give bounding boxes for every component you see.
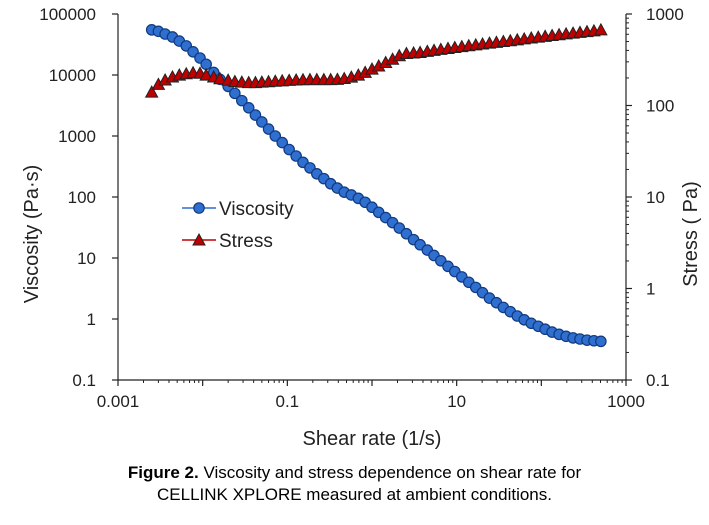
- legend-label-stress: Stress: [219, 231, 273, 252]
- viscosity-point: [283, 143, 295, 156]
- viscosity-point: [229, 87, 241, 100]
- y-tick-label: 100: [68, 188, 96, 207]
- y2-axis-title: Stress ( Pa): [680, 181, 702, 287]
- y2-axis-ticks: 0.1 1 10 100 1000: [626, 5, 684, 390]
- viscosity-point: [236, 94, 248, 107]
- viscosity-point: [262, 123, 275, 135]
- y-tick-label: 1000: [58, 127, 96, 146]
- viscosity-point: [242, 101, 255, 114]
- legend-item-viscosity: Viscosity: [182, 199, 294, 220]
- y-tick-label: 10000: [49, 66, 96, 85]
- x-axis-title: Shear rate (1/s): [303, 428, 442, 450]
- y2-tick-label: 0.1: [646, 371, 670, 390]
- x-axis-ticks: 0.001 0.1 10 1000: [97, 380, 645, 411]
- viscosity-point: [595, 335, 607, 348]
- viscosity-point: [276, 136, 289, 149]
- caption-label: Figure 2.: [127, 463, 199, 482]
- legend: Viscosity Stress: [182, 199, 294, 252]
- stress-point: [213, 71, 227, 85]
- caption-text: Viscosity and stress dependence on shear…: [198, 463, 582, 482]
- legend-marker-viscosity: [193, 202, 205, 214]
- viscosity-point: [269, 130, 282, 142]
- viscosity-point: [200, 58, 212, 71]
- stress-point: [594, 22, 608, 36]
- stress-point: [144, 85, 159, 98]
- x-tick-label: 1000: [607, 392, 645, 411]
- y2-tick-label: 1000: [646, 5, 684, 24]
- series-marks: [144, 22, 608, 348]
- y-tick-label: 10: [77, 249, 96, 268]
- y-tick-label: 100000: [39, 5, 96, 24]
- figure-caption: Figure 2. Viscosity and stress dependenc…: [0, 462, 709, 506]
- caption-line-1: Figure 2. Viscosity and stress dependenc…: [128, 463, 581, 482]
- legend-marker-stress: [192, 232, 206, 246]
- stress-point: [199, 68, 214, 81]
- y2-tick-label: 1: [646, 280, 655, 299]
- rheology-chart: 0.001 0.1 10 1000 0.1110100100010000100000 …: [21, 5, 702, 450]
- y-axis-ticks: 0.1 1 10 100 1000 10000 100000: [39, 5, 118, 390]
- y2-tick-label: 10: [646, 188, 665, 207]
- viscosity-point: [256, 116, 268, 128]
- x-tick-label: 0.1: [276, 392, 300, 411]
- legend-label-viscosity: Viscosity: [219, 199, 294, 220]
- y2-tick-label: 100: [646, 97, 674, 116]
- legend-item-stress: Stress: [182, 231, 273, 252]
- caption-line-2: CELLINK XPLORE measured at ambient condi…: [157, 485, 552, 504]
- y-axis-title: Viscosity (Pa·s): [21, 165, 43, 304]
- x-tick-label: 0.001: [97, 392, 140, 411]
- x-tick-label: 10: [447, 392, 466, 411]
- y-tick-label: 0.1: [72, 371, 96, 390]
- y-tick-label: 1: [87, 310, 96, 329]
